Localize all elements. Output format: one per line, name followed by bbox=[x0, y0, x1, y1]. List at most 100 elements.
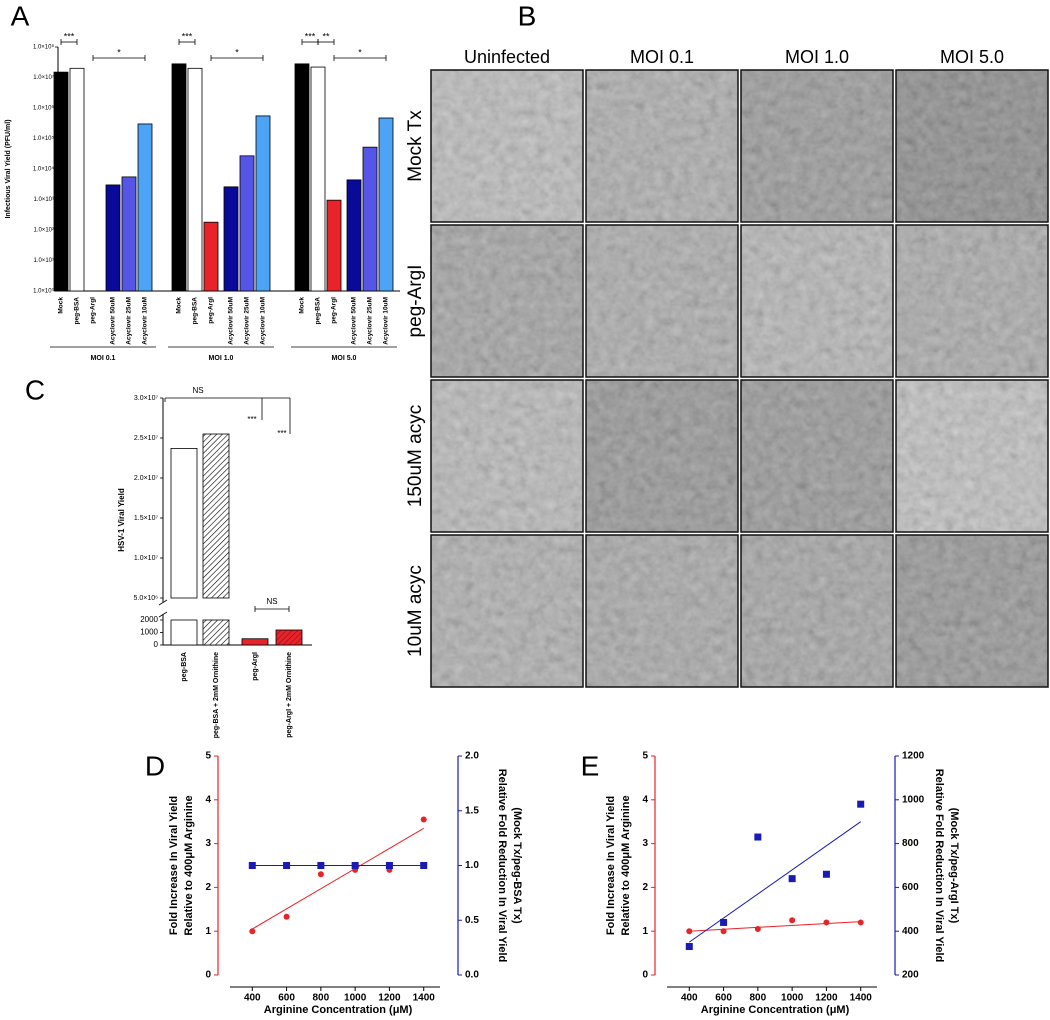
marker bbox=[248, 862, 256, 869]
y-tick-label: 1.0×10⁷ bbox=[33, 74, 54, 81]
bar bbox=[53, 71, 69, 292]
bar bbox=[346, 179, 362, 292]
y-tick-label: 1.0×10⁷ bbox=[134, 555, 159, 562]
row-header: Mock Tx bbox=[405, 110, 426, 182]
y-axis-label: Relative to 400μM Arginine bbox=[620, 795, 632, 935]
x-tick-label: Mock bbox=[299, 297, 306, 314]
marker bbox=[857, 800, 865, 808]
marker bbox=[317, 862, 325, 869]
panel-label: A bbox=[11, 0, 30, 31]
x-tick-label: 1400 bbox=[850, 993, 873, 1004]
y-tick-label: 2000 bbox=[140, 615, 158, 624]
micrograph-texture bbox=[586, 70, 738, 222]
y2-tick-label: 1.0 bbox=[465, 860, 479, 871]
y2-tick-label: 0.0 bbox=[465, 970, 479, 981]
x-tick-label: Mock bbox=[176, 297, 183, 314]
micrograph-texture bbox=[741, 225, 893, 377]
x-tick-label: peg-BSA bbox=[315, 297, 322, 325]
y2-tick-label: 2.0 bbox=[465, 751, 479, 762]
x-tick-label: Acyclovir 50uM bbox=[228, 297, 235, 345]
bar bbox=[362, 146, 378, 292]
bar bbox=[255, 115, 271, 292]
bar bbox=[202, 619, 230, 646]
y-tick-label: 5 bbox=[642, 751, 648, 762]
x-tick-label: 1200 bbox=[815, 993, 838, 1004]
micrograph-border bbox=[740, 379, 894, 533]
y-tick-label: 1.0×10⁴ bbox=[33, 166, 55, 173]
marker bbox=[788, 875, 796, 883]
sig-label: *** bbox=[182, 31, 193, 41]
group-label: MOI 0.1 bbox=[91, 355, 116, 362]
y-tick-label: 5.0×10⁶ bbox=[134, 595, 159, 602]
micrograph-border bbox=[430, 69, 584, 223]
y2-tick-label: 1000 bbox=[902, 794, 925, 805]
column-header: MOI 5.0 bbox=[940, 47, 1004, 67]
x-tick-label: 1400 bbox=[413, 993, 436, 1004]
y-tick-label: 0 bbox=[205, 970, 211, 981]
micrograph-texture bbox=[741, 380, 893, 532]
marker bbox=[317, 871, 324, 878]
x-axis-label: Arginine Concentration (μM) bbox=[264, 1004, 413, 1016]
bar bbox=[294, 63, 310, 292]
bar bbox=[170, 447, 198, 599]
marker bbox=[857, 919, 864, 926]
bar bbox=[105, 184, 121, 292]
x-tick-label: peg-ArgI bbox=[331, 297, 338, 324]
bar bbox=[121, 176, 137, 292]
y-tick-label: 3 bbox=[642, 838, 648, 849]
x-tick-label: peg-BSA bbox=[192, 297, 199, 325]
y-tick-label: 1.0×10³ bbox=[33, 197, 54, 203]
bar bbox=[241, 638, 269, 646]
y-tick-label: 1 bbox=[205, 926, 211, 937]
y-tick-label: 1000 bbox=[140, 628, 158, 637]
fit-line bbox=[252, 827, 424, 930]
panel-label: E bbox=[581, 750, 600, 781]
micrograph-texture bbox=[431, 225, 583, 377]
sig-label: *** bbox=[305, 31, 316, 41]
y-axis-label: HSV-1 Viral Yield bbox=[117, 488, 126, 552]
y-tick-label: 4 bbox=[642, 794, 648, 805]
fit-line bbox=[689, 921, 861, 932]
sig-label: NS bbox=[266, 597, 277, 606]
y2-tick-label: 1.5 bbox=[465, 805, 479, 816]
sig-label: NS bbox=[192, 386, 203, 395]
axis-break bbox=[158, 611, 168, 618]
bar bbox=[187, 67, 203, 292]
bar bbox=[203, 221, 219, 292]
y2-tick-label: 1200 bbox=[902, 751, 925, 762]
y-tick-label: 1.0×10⁰ bbox=[33, 288, 55, 295]
micrograph-texture bbox=[431, 535, 583, 687]
bar bbox=[223, 186, 239, 292]
panel-label: D bbox=[145, 750, 165, 781]
x-tick-label: 600 bbox=[715, 993, 732, 1004]
marker bbox=[720, 918, 728, 926]
y-tick-label: 0 bbox=[154, 640, 159, 649]
micrograph-border bbox=[430, 224, 584, 378]
y2-tick-label: 0.5 bbox=[465, 915, 479, 926]
y2-tick-label: 600 bbox=[902, 882, 919, 893]
y-tick-label: 2.0×10⁷ bbox=[134, 475, 159, 482]
micrograph-border bbox=[585, 224, 739, 378]
micrograph-texture bbox=[586, 225, 738, 377]
marker bbox=[720, 928, 727, 935]
y-tick-label: 2 bbox=[642, 882, 648, 893]
x-tick-label: peg-BSA bbox=[74, 297, 81, 325]
row-header: 150uM acyc bbox=[405, 405, 426, 507]
micrograph-texture bbox=[586, 535, 738, 687]
bar bbox=[202, 433, 230, 599]
bar bbox=[171, 63, 187, 292]
x-tick-label: 600 bbox=[278, 993, 295, 1004]
x-tick-label: 400 bbox=[681, 993, 698, 1004]
marker bbox=[385, 862, 393, 869]
y2-axis-label: Relative Fold Reduction In Viral Yield bbox=[933, 769, 945, 963]
y2-axis-label: (Mock Tx/peg-BSA Tx) bbox=[511, 807, 523, 924]
micrograph-border bbox=[430, 534, 584, 688]
micrograph-texture bbox=[586, 380, 738, 532]
y-axis-label: Fold Increase In Viral Yield bbox=[168, 796, 180, 935]
group-label: MOI 5.0 bbox=[332, 355, 357, 362]
marker bbox=[283, 913, 290, 920]
y-tick-label: 3.0×10⁷ bbox=[134, 395, 159, 402]
micrograph-texture bbox=[431, 380, 583, 532]
y-tick-label: 1.0×10⁵ bbox=[33, 135, 55, 142]
